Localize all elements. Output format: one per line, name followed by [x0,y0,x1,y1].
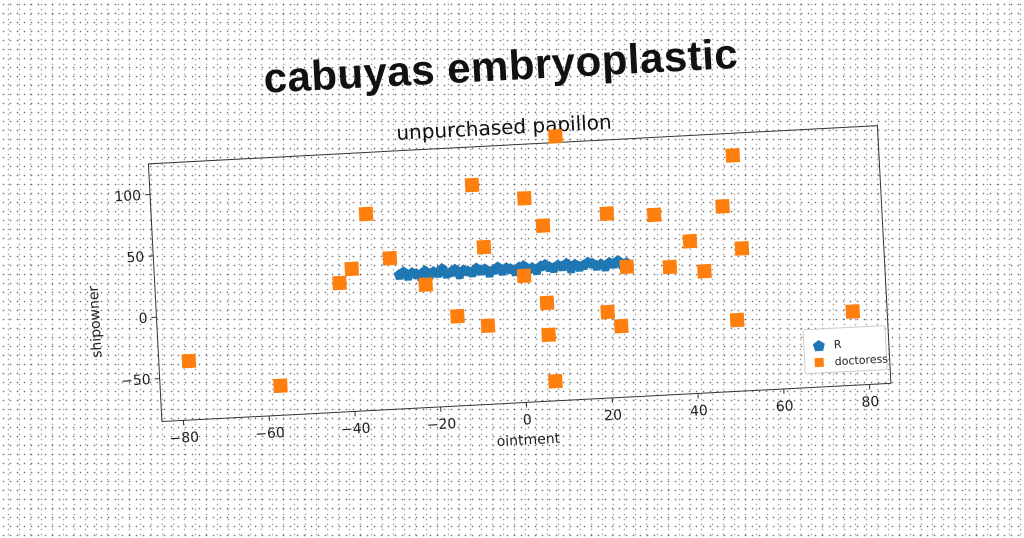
point-doctoress [614,319,629,334]
legend: R doctoress [803,325,889,373]
legend-label-r: R [833,338,842,351]
x-tick-label: 0 [522,412,532,428]
point-doctoress [182,354,197,369]
point-doctoress [715,199,730,214]
point-doctoress [725,148,740,163]
point-doctoress [540,296,555,311]
axis-ticks: −80 −60 −40 −20 0 20 40 60 80 100 50 0 −50 [111,150,880,449]
y-tick-label: 100 [114,188,142,205]
point-doctoress [332,276,347,291]
point-doctoress [548,129,563,144]
point-doctoress [517,268,532,283]
y-axis-label: shipowner [86,285,106,358]
point-doctoress [845,304,860,319]
point-doctoress [548,374,563,389]
point-doctoress [541,327,556,342]
point-doctoress [517,191,532,206]
point-doctoress [662,260,677,275]
x-tick-label: −40 [341,421,371,439]
y-tick-label: −50 [121,372,151,390]
y-tick-label: 50 [126,249,145,266]
point-doctoress [465,178,480,193]
x-tick-label: −20 [426,416,456,434]
x-tick-label: 20 [604,407,623,424]
point-doctoress [697,264,712,279]
point-doctoress [735,241,750,256]
point-doctoress [730,313,745,328]
point-doctoress [536,218,551,233]
point-doctoress [600,305,615,320]
point-doctoress [647,208,662,223]
x-tick-label: 40 [690,403,709,420]
point-doctoress [273,378,288,393]
x-tick-label: −60 [255,425,285,443]
x-tick-label: 60 [775,398,794,415]
point-doctoress [477,240,492,255]
point-doctoress [599,206,614,221]
point-doctoress [418,277,433,292]
point-doctoress [450,309,465,324]
point-doctoress [481,318,496,333]
point-doctoress [359,207,374,222]
x-axis-label: ointment [496,431,561,450]
point-doctoress [344,262,359,277]
x-tick-label: 80 [861,394,880,411]
x-tick-label: −80 [169,430,199,448]
point-doctoress [383,251,398,266]
legend-marker-doctoress [815,358,824,367]
y-tick-label: 0 [138,311,148,327]
point-doctoress [683,234,698,249]
chart-subtitle: unpurchased papillon [396,110,612,145]
point-doctoress [619,259,634,274]
data-marks [171,114,863,408]
